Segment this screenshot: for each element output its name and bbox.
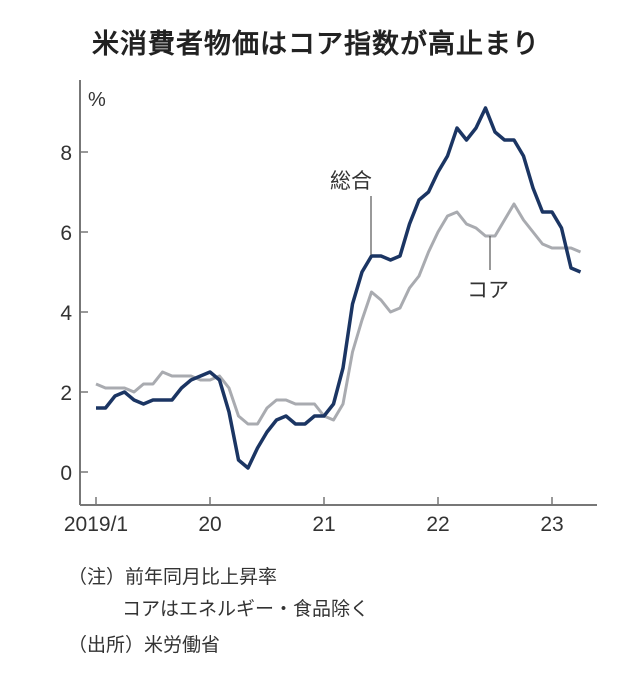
x-tick-label: 22 bbox=[426, 513, 449, 536]
note-source: （出所）米労働省 bbox=[68, 634, 221, 656]
x-tick-label: 2019/1 bbox=[64, 513, 128, 536]
x-tick-label: 23 bbox=[540, 513, 563, 536]
x-tick-label: 20 bbox=[198, 513, 221, 536]
line-chart: % 0 2 4 6 8 2019/1 20 21 22 23 総合 コア bbox=[60, 80, 597, 536]
y-tick-label: 8 bbox=[60, 142, 72, 165]
series-line-headline bbox=[96, 106, 582, 470]
y-tick-label: 6 bbox=[60, 222, 72, 245]
y-unit-label: % bbox=[88, 89, 106, 111]
y-tick-label: 2 bbox=[60, 382, 72, 405]
note-line-1: （注）前年同月比上昇率 bbox=[68, 566, 278, 588]
series-line-core bbox=[95, 202, 582, 426]
chart-title: 米消費者物価はコア指数が高止まり bbox=[92, 29, 540, 60]
y-tick-label: 0 bbox=[60, 462, 72, 485]
series-label-sogo: 総合 bbox=[330, 169, 372, 193]
x-tick-label: 21 bbox=[312, 513, 335, 536]
y-tick-label: 4 bbox=[60, 302, 72, 325]
note-line-2: コアはエネルギー・食品除く bbox=[122, 598, 370, 620]
series-label-core: コア bbox=[467, 278, 509, 302]
